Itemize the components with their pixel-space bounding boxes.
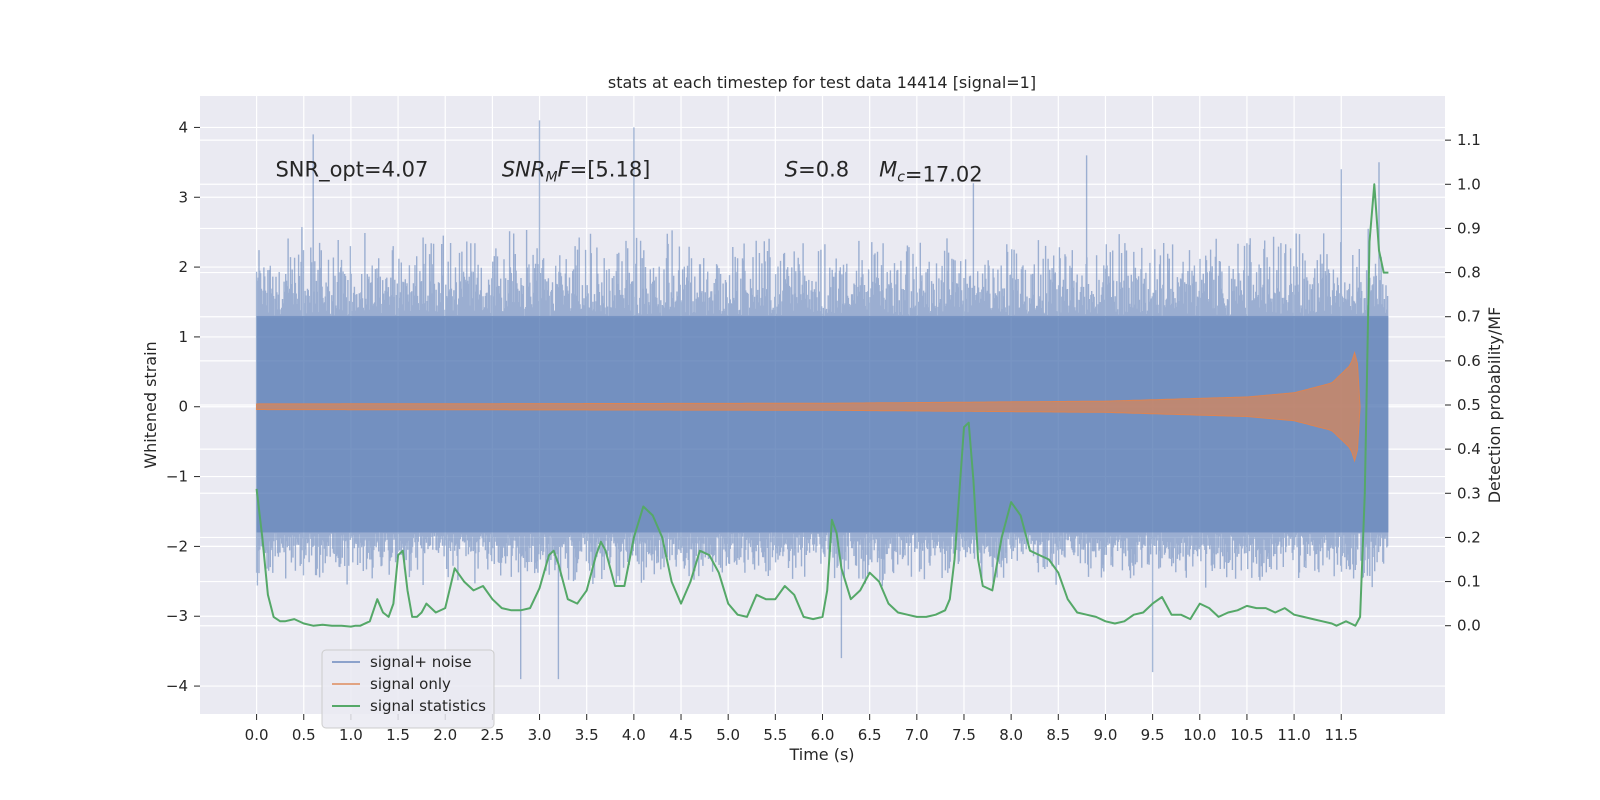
y-left-tick-label: −3 — [166, 607, 188, 625]
y-left-tick-label: 3 — [178, 188, 188, 206]
y-left-tick-label: −4 — [166, 677, 188, 695]
x-tick-label: 7.0 — [905, 726, 929, 744]
annotation-1: SNRMF=[5.18] — [502, 157, 651, 185]
x-tick-label: 4.0 — [622, 726, 646, 744]
y-left-tick-label: 2 — [178, 258, 188, 276]
legend-label: signal+ noise — [370, 653, 472, 671]
x-tick-label: 1.0 — [339, 726, 363, 744]
x-tick-label: 0.5 — [292, 726, 316, 744]
annotations: SNR_opt=4.07 SNRMF=[5.18] S=0.8 Mc=17.02 — [275, 157, 982, 186]
x-tick-label: 4.5 — [669, 726, 693, 744]
y-right-tick-label: 1.0 — [1457, 175, 1481, 193]
ticks: 0.0 0.5 1.0 1.5 2.0 2.5 3.0 3.5 4.0 4.5 5.0 5.5 6.0 6… — [166, 118, 1481, 744]
x-tick-label: 6.0 — [811, 726, 835, 744]
x-tick-label: 5.5 — [763, 726, 787, 744]
y-right-tick-label: 0.9 — [1457, 219, 1481, 237]
x-tick-label: 9.5 — [1141, 726, 1165, 744]
y-right-tick-label: 0.3 — [1457, 484, 1481, 502]
x-tick-label: 2.0 — [433, 726, 457, 744]
y-right-tick-label: 0.7 — [1457, 308, 1481, 326]
series-signal-only — [256, 351, 1361, 463]
x-tick-label: 11.0 — [1277, 726, 1310, 744]
legend: signal+ noise signal only signal statistic… — [321, 649, 495, 729]
y-right-tick-label: 0.2 — [1457, 528, 1481, 546]
legend-label: signal statistics — [370, 697, 486, 715]
y-right-tick-label: 0.1 — [1457, 573, 1481, 591]
y-left-tick-label: −2 — [166, 537, 188, 555]
annotation-3: Mc=17.02 — [879, 157, 983, 186]
y-left-tick-label: 1 — [178, 328, 188, 346]
series-signal-plus-noise — [255, 120, 1389, 680]
y-axis-left-label: Whitened strain — [141, 341, 160, 468]
x-tick-label: 5.0 — [716, 726, 740, 744]
y-left-tick-label: 4 — [178, 118, 188, 136]
x-tick-label: 3.5 — [575, 726, 599, 744]
x-tick-label: 6.5 — [858, 726, 882, 744]
y-axis-right-label: Detection probability/MF — [1485, 307, 1504, 504]
chart-title: stats at each timestep for test data 144… — [608, 73, 1036, 92]
x-tick-label: 7.5 — [952, 726, 976, 744]
annotation-2: S=0.8 — [785, 157, 849, 181]
x-tick-label: 10.0 — [1183, 726, 1216, 744]
y-right-tick-label: 0.0 — [1457, 617, 1481, 635]
x-tick-label: 8.0 — [999, 726, 1023, 744]
y-right-tick-label: 0.4 — [1457, 440, 1481, 458]
x-tick-label: 1.5 — [386, 726, 410, 744]
series-signal-statistics — [255, 183, 1389, 628]
x-axis-label: Time (s) — [788, 745, 854, 764]
x-tick-label: 11.5 — [1325, 726, 1358, 744]
y-left-tick-label: 0 — [178, 398, 188, 416]
y-right-tick-label: 0.5 — [1457, 396, 1481, 414]
x-tick-label: 8.5 — [1046, 726, 1070, 744]
y-right-tick-label: 0.8 — [1457, 264, 1481, 282]
x-tick-label: 2.5 — [480, 726, 504, 744]
legend-label: signal only — [370, 675, 451, 693]
y-right-tick-label: 0.6 — [1457, 352, 1481, 370]
y-left-tick-label: −1 — [166, 468, 188, 486]
series-layer — [255, 120, 1389, 680]
y-right-tick-label: 1.1 — [1457, 131, 1481, 149]
x-tick-label: 0.0 — [245, 726, 269, 744]
annotation-0: SNR_opt=4.07 — [275, 157, 428, 182]
x-tick-label: 10.5 — [1230, 726, 1263, 744]
x-tick-label: 9.0 — [1094, 726, 1118, 744]
x-tick-label: 3.0 — [528, 726, 552, 744]
legend-box — [321, 649, 495, 729]
